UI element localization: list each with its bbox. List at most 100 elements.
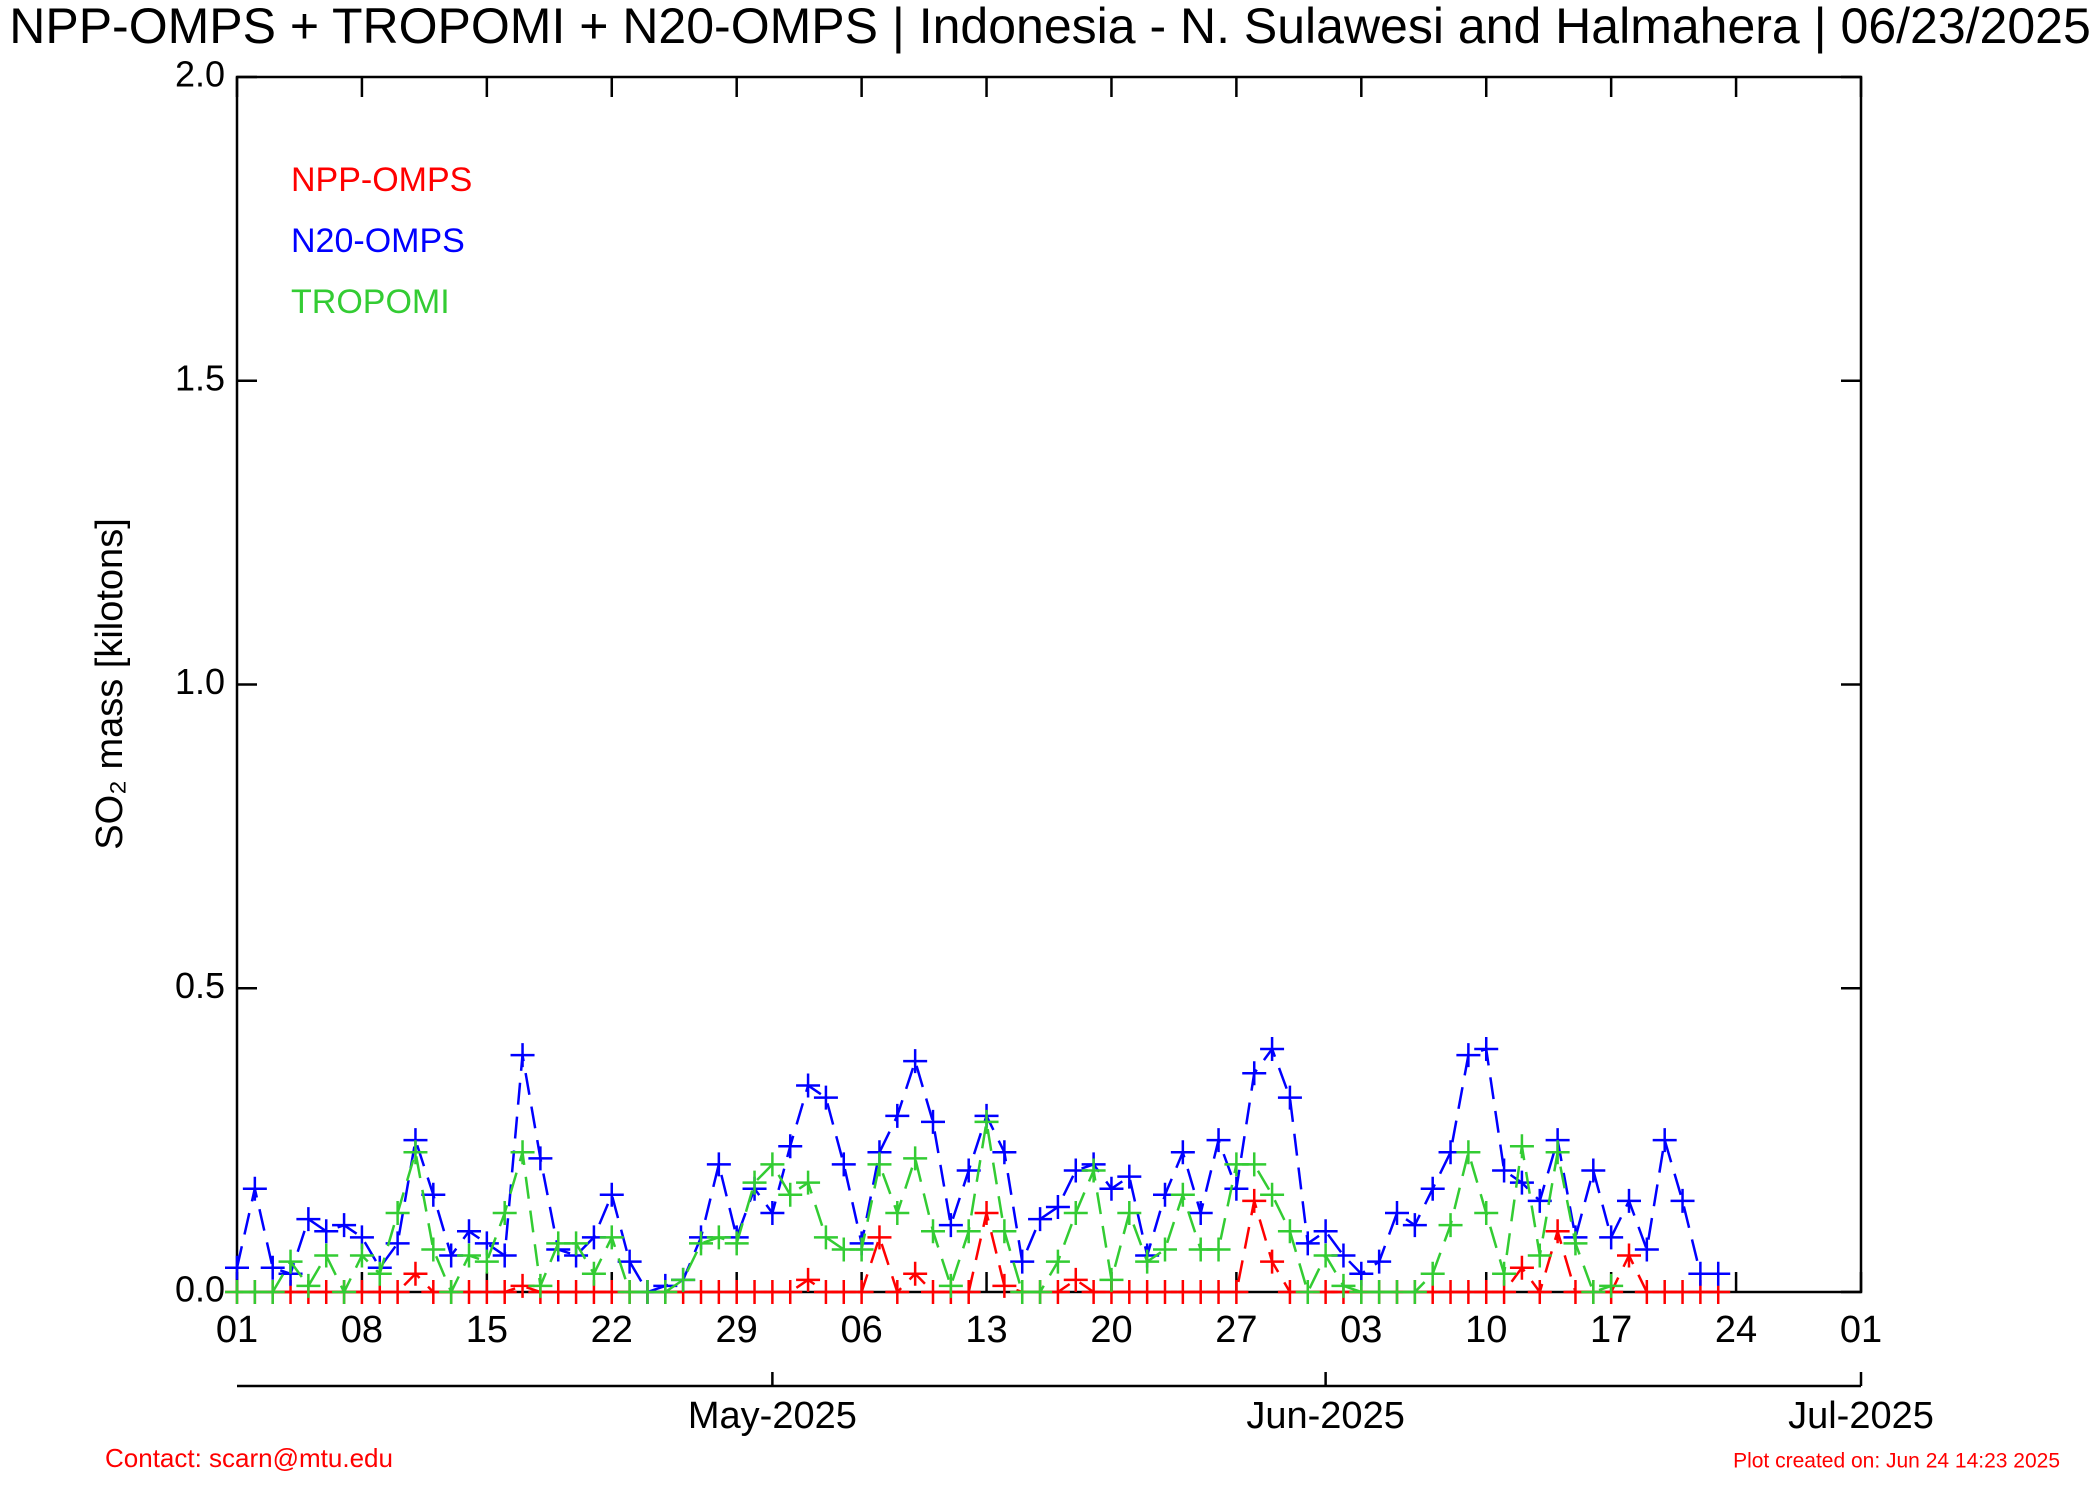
point-marker xyxy=(1028,1280,1053,1304)
point-marker xyxy=(1509,1255,1534,1280)
series-line xyxy=(237,1121,1612,1296)
point-marker xyxy=(367,1261,392,1286)
y-tick-label: 0.5 xyxy=(175,965,225,1006)
point-marker xyxy=(1028,1207,1053,1232)
point-marker xyxy=(903,1049,928,1074)
point-marker xyxy=(332,1213,357,1238)
point-marker xyxy=(956,1158,981,1183)
point-marker xyxy=(849,1280,874,1304)
point-marker xyxy=(474,1249,499,1274)
point-marker xyxy=(421,1237,446,1262)
point-marker xyxy=(1581,1280,1606,1304)
point-marker xyxy=(1313,1219,1338,1244)
point-marker xyxy=(867,1225,892,1250)
point-marker xyxy=(1420,1261,1445,1286)
point-marker xyxy=(492,1243,517,1268)
point-marker xyxy=(492,1201,517,1226)
point-marker xyxy=(778,1182,803,1207)
month-label: May-2025 xyxy=(688,1395,857,1437)
point-marker xyxy=(1063,1201,1088,1226)
x-tick-label: 17 xyxy=(1590,1309,1632,1351)
point-marker xyxy=(1045,1194,1070,1219)
y-tick-label: 1.0 xyxy=(175,661,225,702)
point-marker xyxy=(1617,1188,1641,1213)
point-marker xyxy=(1527,1280,1552,1304)
point-marker xyxy=(1474,1201,1499,1226)
point-marker xyxy=(1670,1188,1695,1213)
x-tick-label: 13 xyxy=(965,1309,1007,1351)
point-marker xyxy=(1599,1225,1624,1250)
point-marker xyxy=(992,1219,1017,1244)
point-marker xyxy=(849,1237,874,1262)
contact: Contact: scarn@mtu.edu xyxy=(105,1443,393,1473)
point-marker xyxy=(921,1219,945,1244)
y-tick-label: 1.5 xyxy=(175,357,225,398)
point-marker xyxy=(1509,1134,1534,1159)
point-marker xyxy=(742,1170,767,1195)
plot-frame xyxy=(235,75,1863,1294)
y-axis-label: SO₂ mass [kilotons] xyxy=(89,518,131,850)
point-marker xyxy=(1295,1280,1320,1304)
point-marker xyxy=(296,1207,321,1232)
x-tick-label: 27 xyxy=(1215,1309,1257,1351)
legend-entry: N20-OMPS xyxy=(291,222,465,260)
point-marker xyxy=(1634,1237,1659,1262)
point-marker xyxy=(1545,1140,1570,1165)
x-tick-label: 20 xyxy=(1090,1309,1132,1351)
point-marker xyxy=(1706,1261,1731,1286)
point-marker xyxy=(903,1146,928,1171)
point-marker xyxy=(1117,1201,1142,1226)
point-marker xyxy=(1277,1219,1302,1244)
point-marker xyxy=(1581,1158,1606,1183)
point-marker xyxy=(1277,1085,1302,1110)
point-marker xyxy=(974,1201,999,1226)
y-tick-label: 2.0 xyxy=(175,54,225,95)
point-marker xyxy=(599,1225,624,1250)
point-marker xyxy=(831,1152,856,1177)
point-marker xyxy=(599,1182,624,1207)
point-marker xyxy=(724,1231,749,1256)
point-marker xyxy=(1402,1213,1427,1238)
point-marker xyxy=(1153,1237,1177,1262)
point-marker xyxy=(385,1201,410,1226)
point-marker xyxy=(1242,1188,1267,1213)
point-marker xyxy=(689,1231,713,1256)
point-marker xyxy=(1260,1037,1285,1061)
point-marker xyxy=(1260,1182,1285,1207)
point-marker xyxy=(813,1225,838,1250)
point-marker xyxy=(510,1140,535,1165)
point-marker xyxy=(956,1280,981,1304)
month-label: Jul-2025 xyxy=(1788,1395,1934,1437)
point-marker xyxy=(296,1273,321,1298)
point-marker xyxy=(885,1103,910,1128)
point-marker xyxy=(439,1280,464,1304)
point-marker xyxy=(492,1280,517,1304)
point-marker xyxy=(1206,1237,1231,1262)
point-marker xyxy=(1599,1273,1624,1298)
point-marker xyxy=(1456,1140,1481,1165)
point-marker xyxy=(349,1243,374,1268)
point-marker xyxy=(1331,1273,1356,1298)
point-marker xyxy=(1295,1231,1320,1256)
point-marker xyxy=(921,1109,945,1134)
x-tick-label: 01 xyxy=(216,1309,258,1351)
point-marker xyxy=(528,1146,553,1171)
point-marker xyxy=(385,1280,410,1304)
series-line xyxy=(235,1046,1719,1294)
point-marker xyxy=(1492,1158,1517,1183)
point-marker xyxy=(1081,1158,1106,1183)
point-marker xyxy=(1367,1249,1392,1274)
point-marker xyxy=(1563,1231,1588,1256)
point-marker xyxy=(314,1219,339,1244)
point-marker xyxy=(796,1073,821,1098)
point-marker xyxy=(796,1267,821,1292)
point-marker xyxy=(992,1273,1017,1298)
point-marker xyxy=(225,1255,249,1280)
point-marker xyxy=(242,1176,267,1201)
point-marker xyxy=(706,1225,731,1250)
point-marker xyxy=(1652,1128,1677,1153)
point-marker xyxy=(260,1255,285,1280)
point-marker xyxy=(1045,1249,1070,1274)
point-marker xyxy=(974,1109,999,1134)
